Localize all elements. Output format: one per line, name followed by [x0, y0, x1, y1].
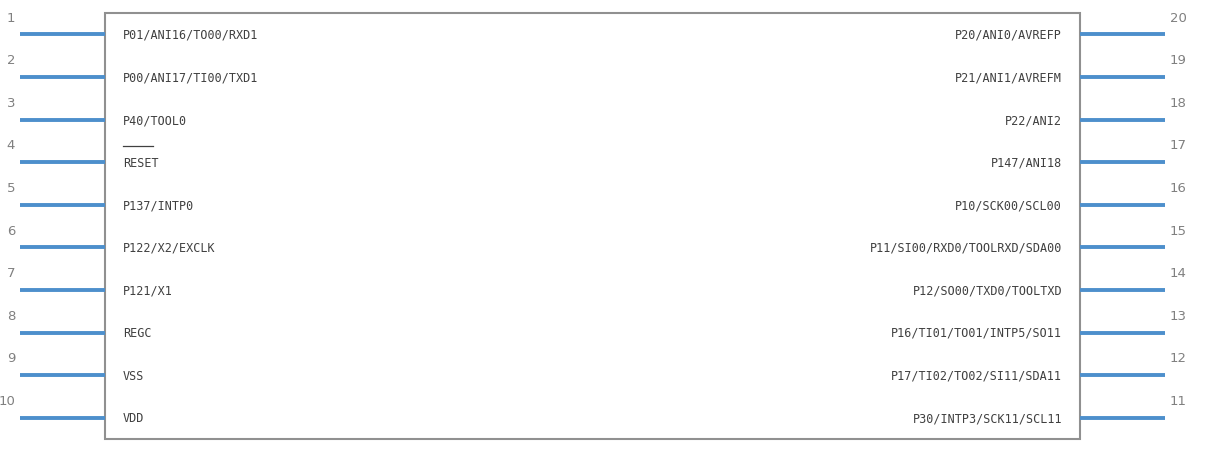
Text: P30/INTP3/SCK11/SCL11: P30/INTP3/SCK11/SCL11: [912, 411, 1062, 424]
Text: 14: 14: [1171, 267, 1187, 280]
Text: 20: 20: [1171, 12, 1187, 25]
Text: P17/TI02/TO02/SI11/SDA11: P17/TI02/TO02/SI11/SDA11: [892, 369, 1062, 382]
Text: 2: 2: [6, 54, 14, 67]
Text: 6: 6: [6, 224, 14, 237]
Text: RESET: RESET: [123, 156, 158, 169]
Text: 18: 18: [1171, 97, 1187, 110]
Text: 12: 12: [1171, 352, 1187, 365]
Text: P01/ANI16/TO00/RXD1: P01/ANI16/TO00/RXD1: [123, 29, 259, 41]
Text: 19: 19: [1171, 54, 1187, 67]
Text: 15: 15: [1171, 224, 1187, 237]
Text: P147/ANI18: P147/ANI18: [991, 156, 1062, 169]
Text: P22/ANI2: P22/ANI2: [1005, 114, 1062, 127]
Text: P137/INTP0: P137/INTP0: [123, 199, 194, 212]
Text: P11/SI00/RXD0/TOOLRXD/SDA00: P11/SI00/RXD0/TOOLRXD/SDA00: [870, 241, 1062, 254]
Text: 16: 16: [1171, 182, 1187, 195]
Text: 5: 5: [6, 182, 14, 195]
Text: P21/ANI1/AVREFM: P21/ANI1/AVREFM: [956, 71, 1062, 84]
Text: P00/ANI17/TI00/TXD1: P00/ANI17/TI00/TXD1: [123, 71, 259, 84]
Text: P122/X2/EXCLK: P122/X2/EXCLK: [123, 241, 215, 254]
Text: 1: 1: [6, 12, 14, 25]
Text: P10/SCK00/SCL00: P10/SCK00/SCL00: [956, 199, 1062, 212]
Text: VSS: VSS: [123, 369, 145, 382]
Text: REGC: REGC: [123, 326, 151, 339]
Bar: [105, 14, 1080, 439]
Text: VDD: VDD: [123, 411, 145, 424]
Text: 9: 9: [6, 352, 14, 365]
Text: 3: 3: [6, 97, 14, 110]
Text: 11: 11: [1171, 394, 1187, 407]
Text: 7: 7: [6, 267, 14, 280]
Text: 13: 13: [1171, 309, 1187, 322]
Text: 4: 4: [6, 139, 14, 152]
Text: P40/TOOL0: P40/TOOL0: [123, 114, 187, 127]
Text: P20/ANI0/AVREFP: P20/ANI0/AVREFP: [956, 29, 1062, 41]
Text: P12/SO00/TXD0/TOOLTXD: P12/SO00/TXD0/TOOLTXD: [912, 284, 1062, 297]
Text: P121/X1: P121/X1: [123, 284, 173, 297]
Text: P16/TI01/TO01/INTP5/SO11: P16/TI01/TO01/INTP5/SO11: [892, 326, 1062, 339]
Text: 17: 17: [1171, 139, 1187, 152]
Text: 10: 10: [0, 394, 14, 407]
Text: 8: 8: [6, 309, 14, 322]
